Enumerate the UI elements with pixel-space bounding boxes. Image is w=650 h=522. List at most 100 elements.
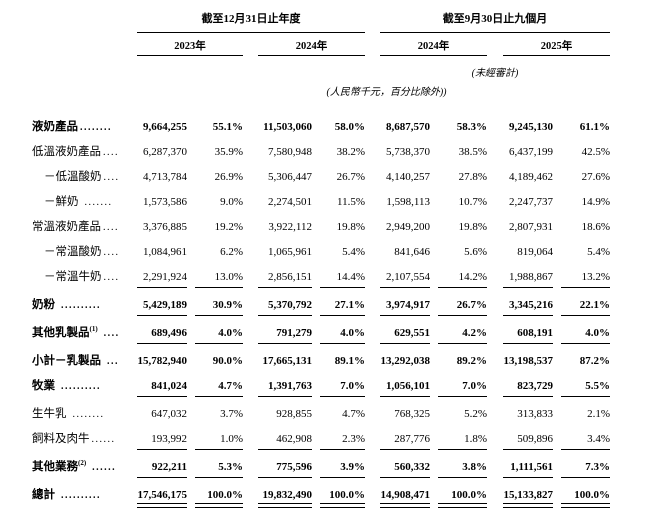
row-label-text: 小計－乳製品 [32,355,101,367]
percent-cell: 5.4% [587,246,610,258]
value-cell: 193,992 [137,427,187,452]
value-cell: 462,908 [258,427,312,452]
value-cell: 2,107,554 [380,265,430,290]
value-cell: 2,274,501 [268,196,312,208]
period-group-annual-title: 截至12月31日止年度 [201,13,301,25]
column-gap [243,190,258,215]
value-cell: 6,287,370 [143,146,187,158]
percent-cell: 100.0% [187,483,243,508]
row-label: 飼料及肉牛...... [32,427,137,452]
value-cell: 1,573,586 [143,196,187,208]
percent-cell: 87.2% [579,355,610,367]
row-label-text: 奶粉 [32,299,55,311]
row-label-text: －鮮奶 [44,196,79,208]
value-cell: 4,713,784 [143,171,187,183]
dot-leader: ........ [68,409,105,420]
column-gap [487,402,503,427]
column-rule-9m-2025 [503,55,610,56]
column-gap [487,265,503,290]
value-cell: 2,856,151 [258,265,312,290]
value-cell: 9,245,130 [509,121,553,133]
column-gap [243,455,258,480]
column-gap [243,215,258,240]
percent-cell: 100.0% [553,483,610,508]
value-cell: 841,024 [137,374,187,399]
value-cell: 4,140,257 [386,171,430,183]
column-gap [487,215,503,240]
column-gap [243,427,258,452]
dot-leader: .... [103,147,119,158]
value-cell: 5,306,447 [268,171,312,183]
value-cell: 509,896 [503,427,553,452]
percent-cell: 55.1% [212,121,243,133]
column-rule-2024 [258,55,365,56]
ninemonth-group-rule [380,32,610,33]
column-gap [487,190,503,215]
row-label-text: －常溫酸奶 [44,246,102,258]
percent-cell: 10.7% [458,196,487,208]
percent-cell: 89.2% [456,355,487,367]
value-cell: 15,133,827 [503,483,553,508]
dot-leader: .......... [57,381,101,392]
column-gap [243,321,258,346]
percent-cell: 3.7% [220,408,243,420]
table-row: 其他業務(2) ...... 922,211 5.3% 775,596 3.9% 560,… [32,455,650,480]
percent-cell: 5.5% [553,374,610,399]
percent-cell: 14.2% [430,265,487,290]
row-label: 液奶產品........ [32,115,137,140]
currency-unit-note: (人民幣千元，百分比除外)) [326,87,447,98]
dot-leader: ........ [80,122,112,133]
column-gap [365,321,380,346]
row-label: －常溫酸奶.... [32,240,137,265]
row-label-text: 生牛乳 [32,408,67,420]
value-cell: 5,429,189 [137,293,187,318]
column-gap [487,455,503,480]
percent-cell: 7.0% [312,374,365,399]
table-row: －低溫酸奶.... 4,713,784 26.9% 5,306,447 26.7% 4,1… [32,165,650,190]
percent-cell: 100.0% [312,483,365,508]
percent-cell: 19.2% [214,221,243,233]
percent-cell: 26.7% [430,293,487,318]
value-cell: 928,855 [276,408,312,420]
row-label-text: 牧業 [32,380,55,392]
value-cell: 819,064 [517,246,553,258]
row-label: －常溫牛奶.... [32,265,137,290]
column-gap [243,402,258,427]
column-gap [365,293,380,318]
column-gap [365,240,380,265]
table-row: 小計－乳製品 ... 15,782,940 90.0% 17,665,131 89.1%… [32,349,650,374]
value-cell: 5,370,792 [258,293,312,318]
percent-cell: 100.0% [430,483,487,508]
percent-cell: 2.3% [312,427,365,452]
value-cell: 647,032 [151,408,187,420]
column-gap [365,483,380,508]
value-cell: 560,332 [380,455,430,480]
table-header: 截至12月31日止年度 截至9月30日止九個月 2023年 2024年 2024… [0,0,650,103]
column-gap [243,140,258,165]
column-gap [243,115,258,140]
column-gap [365,455,380,480]
value-cell: 841,646 [394,246,430,258]
footnote-marker: (2) [78,459,87,468]
percent-cell: 4.0% [553,321,610,346]
column-gap [487,349,503,374]
percent-cell: 4.0% [187,321,243,346]
value-cell: 689,496 [137,321,187,346]
column-gap [243,349,258,374]
percent-cell: 30.9% [187,293,243,318]
percent-cell: 42.5% [581,146,610,158]
column-gap [365,349,380,374]
column-header-9m-2024: 2024年 [417,41,450,52]
value-cell: 1,065,961 [268,246,312,258]
value-cell: 17,546,175 [137,483,187,508]
row-label: 常溫液奶產品.... [32,215,137,240]
column-gap [487,115,503,140]
footnote-marker: (1) [89,325,98,334]
dot-leader: ...... [88,462,117,473]
percent-cell: 27.6% [581,171,610,183]
row-label-text: 液奶產品 [32,121,78,133]
percent-cell: 5.4% [342,246,365,258]
value-cell: 14,908,471 [380,483,430,508]
percent-cell: 58.0% [334,121,365,133]
table-row: 生牛乳 ........ 647,032 3.7% 928,855 4.7% 768,32… [32,402,650,427]
